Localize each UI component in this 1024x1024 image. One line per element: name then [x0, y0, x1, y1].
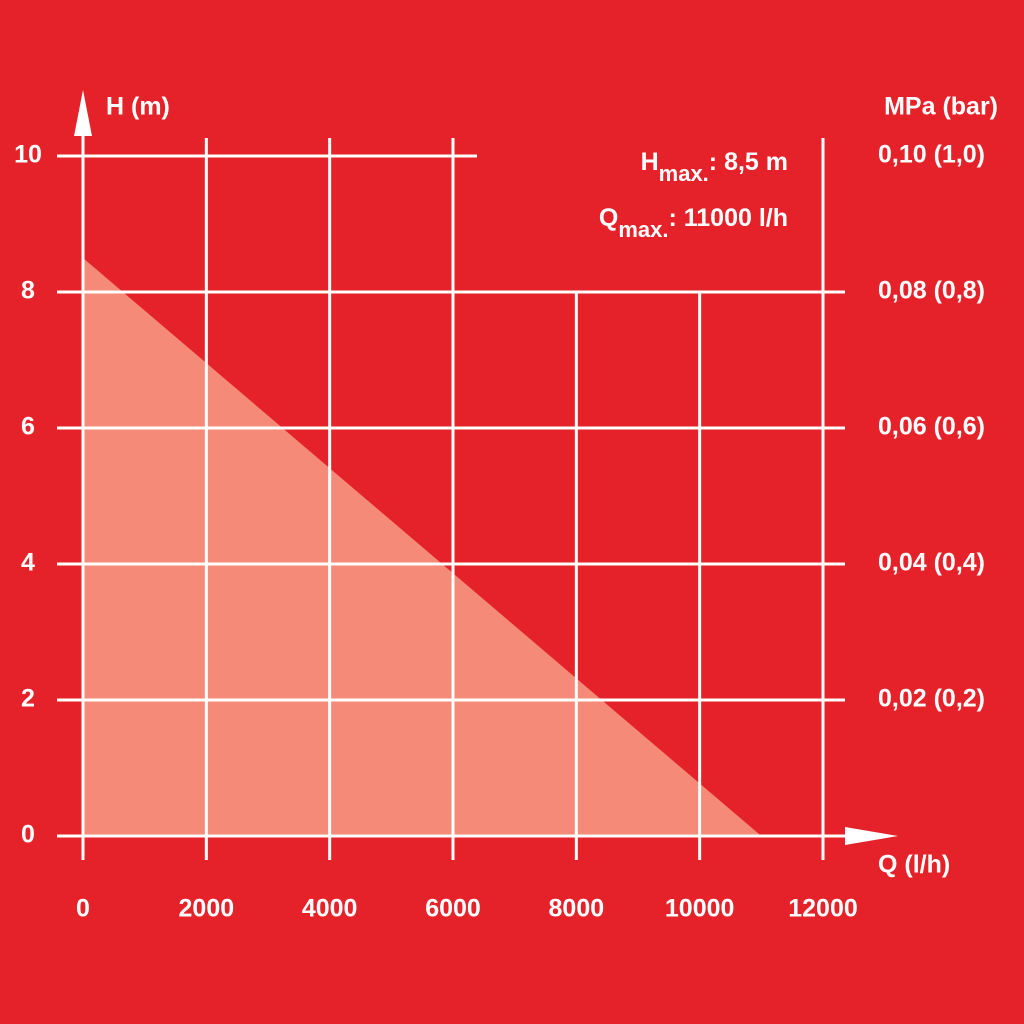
annotation-sub: max. [618, 217, 668, 242]
y2-tick-label: 0,02 (0,2) [878, 685, 985, 713]
y-tick-label: 8 [21, 277, 35, 305]
annotation-main: H [641, 148, 659, 176]
y-tick-label: 6 [21, 413, 35, 441]
grid-layer [57, 120, 850, 860]
y2-tick-label: 0,06 (0,6) [878, 413, 985, 441]
annotation-rest: : 11000 l/h [668, 204, 788, 232]
x-tick-label: 10000 [665, 895, 735, 923]
x-tick-label: 12000 [788, 895, 858, 923]
area [83, 258, 762, 836]
y-tick-label: 10 [14, 141, 42, 169]
x-axis-label: Q (l/h) [878, 851, 950, 879]
y2-tick-label: 0,08 (0,8) [878, 277, 985, 305]
area-layer [83, 258, 762, 836]
annotation-rest: : 8,5 m [709, 148, 788, 176]
y-tick-label: 0 [21, 821, 35, 849]
x-tick-label: 4000 [302, 895, 358, 923]
y-axis-label: H (m) [106, 93, 170, 121]
x-tick-label: 6000 [425, 895, 481, 923]
y-axis-arrow [74, 90, 92, 136]
annotation: Qmax.: 11000 l/h [599, 204, 788, 242]
y2-tick-label: 0,10 (1,0) [878, 141, 985, 169]
y2-axis-label: MPa (bar) [884, 93, 998, 121]
y2-tick-label: 0,04 (0,4) [878, 549, 985, 577]
x-tick-label: 2000 [179, 895, 235, 923]
annotation: Hmax.: 8,5 m [641, 148, 788, 186]
annotation-main: Q [599, 204, 618, 232]
y-tick-label: 4 [21, 549, 35, 577]
y-tick-label: 2 [21, 685, 35, 713]
x-axis-arrow [845, 827, 898, 845]
annotation-sub: max. [659, 161, 709, 186]
x-tick-label: 0 [76, 895, 90, 923]
x-tick-label: 8000 [549, 895, 605, 923]
